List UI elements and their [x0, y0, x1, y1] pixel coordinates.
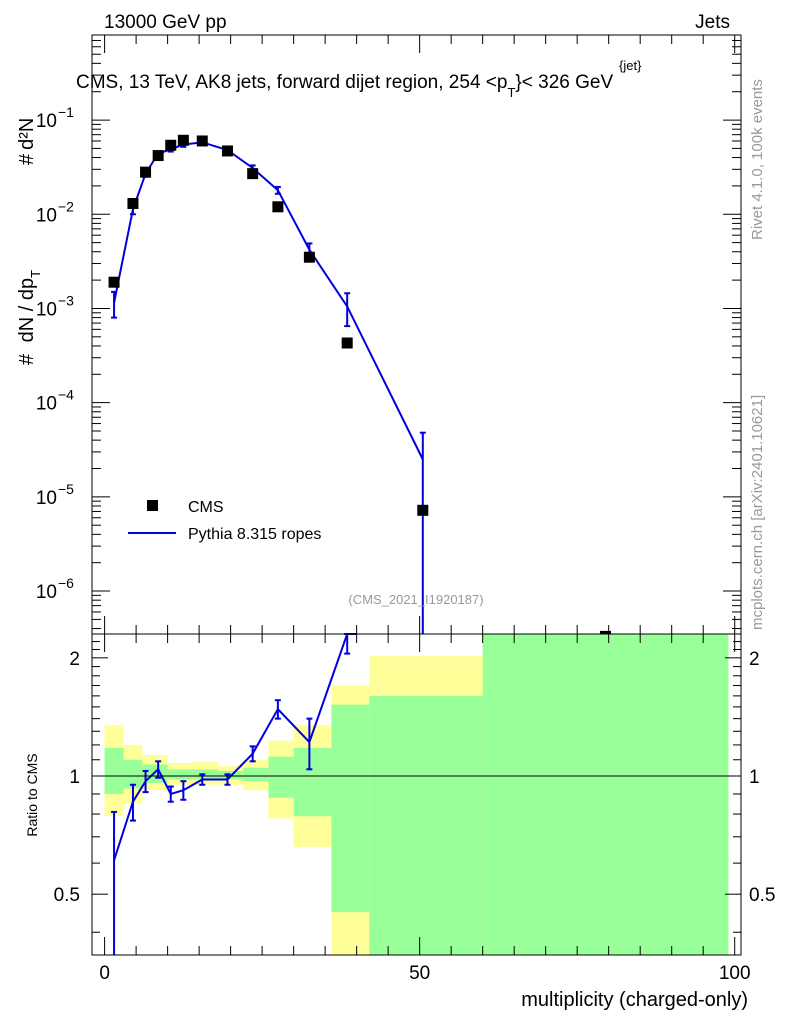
x-tick-label: 0: [99, 963, 110, 984]
ratio-ytick-label-right: 2: [749, 649, 760, 670]
cms-point: [152, 150, 164, 162]
main-ytick-label-exp: −1: [58, 104, 74, 120]
band-inner: [167, 769, 193, 780]
main-frame: [91, 34, 742, 635]
main-ytick-label-exp: −4: [58, 387, 74, 403]
main-ytick-label: 10: [36, 205, 57, 226]
cms-point: [341, 337, 353, 349]
main-ytick-label: 10: [36, 582, 57, 603]
title-sub: T: [507, 85, 515, 100]
band-inner: [331, 704, 370, 913]
cms-point: [127, 198, 139, 210]
legend-label-cms: CMS: [188, 499, 224, 516]
band-inner: [123, 759, 143, 789]
band-inner: [243, 767, 269, 782]
cms-point: [303, 251, 315, 263]
main-ytick-label: 10: [36, 488, 57, 509]
band-inner: [293, 747, 332, 817]
ratio-ytick-label: 2: [69, 649, 80, 670]
main-ytick-label-exp: −3: [58, 292, 74, 308]
x-axis-label: multiplicity (charged-only): [521, 989, 748, 1011]
ratio-ytick-label-right: 1: [749, 767, 760, 788]
ratio-frame: [91, 633, 742, 956]
main-ytick-label-exp: −2: [58, 198, 74, 214]
main-ytick-label: 10: [36, 299, 57, 320]
main-series: [108, 134, 612, 642]
main-ytick-label: 10: [36, 394, 57, 415]
main-ylabel-text: # dN / dpT: [16, 270, 43, 365]
x-tick-label: 50: [409, 963, 430, 984]
main-ylabel-num: #d²N: [16, 118, 38, 165]
title-post: }< 326 GeV: [515, 72, 613, 93]
ratio-ytick-label: 1: [69, 767, 80, 788]
band-inner: [268, 756, 294, 798]
band-inner: [482, 634, 729, 955]
cms-point: [221, 145, 233, 157]
ratio-ylabel: Ratio to CMS: [24, 753, 40, 836]
main-ytick-label-exp: −5: [58, 481, 74, 497]
main-axes: 10−110−210−310−410−510−6: [36, 34, 742, 635]
band-inner: [369, 695, 483, 955]
cms-point: [417, 504, 429, 516]
analysis-watermark: (CMS_2021_I1920187): [348, 592, 483, 607]
chart-title: CMS, 13 TeV, AK8 jets, forward dijet reg…: [76, 72, 613, 100]
band-inner: [104, 747, 124, 794]
ratio-ytick-label: 0.5: [54, 885, 80, 906]
cms-point: [272, 201, 284, 213]
header-category: Jets: [695, 12, 730, 33]
mcplots-label: mcplots.cern.ch [arXiv:2401.10621]: [749, 395, 766, 630]
cms-point: [196, 135, 208, 147]
legend-marker-cms: [147, 500, 158, 511]
cms-point: [165, 139, 177, 151]
main-ytick-label: 10: [36, 111, 57, 132]
rivet-label: Rivet 4.1.0, 100k events: [749, 79, 766, 240]
band-inner: [192, 769, 219, 780]
ratio-ytick-label-right: 0.5: [749, 885, 775, 906]
cms-point: [177, 134, 189, 146]
legend: CMS Pythia 8.315 ropes: [128, 499, 321, 543]
cms-point: [247, 168, 259, 180]
header-collision: 13000 GeV pp: [104, 12, 227, 33]
ratio-uncertainty-bands: [104, 634, 729, 955]
title-pre: CMS, 13 TeV, AK8 jets, forward dijet reg…: [76, 72, 507, 93]
title-sup: {jet}: [619, 58, 642, 73]
legend-label-pythia: Pythia 8.315 ropes: [188, 526, 321, 543]
x-tick-label: 100: [719, 963, 751, 984]
cms-point: [140, 166, 152, 178]
main-ylabel: # dN / dpT #d²N: [16, 118, 43, 365]
main-ytick-label-exp: −6: [58, 575, 74, 591]
ratio-axes: 0.5 0.5 1 1 2 2 0 50 100: [54, 633, 775, 984]
cms-point: [108, 276, 120, 288]
pythia-line: [113, 141, 424, 460]
ratio-series: [111, 633, 357, 955]
